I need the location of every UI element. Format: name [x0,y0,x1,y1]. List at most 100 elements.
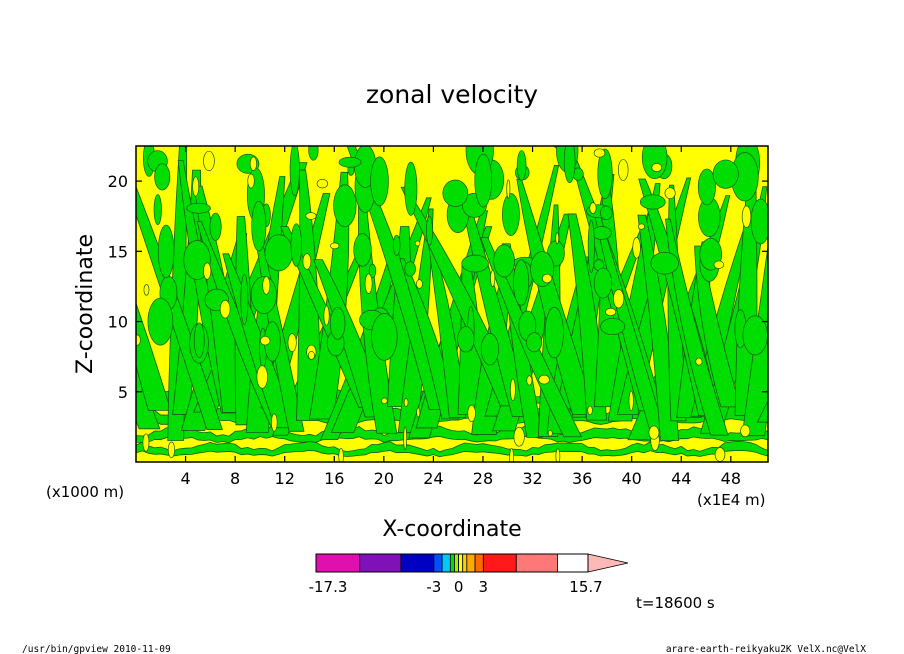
colorbar-bin [515,553,558,573]
contour-island [555,448,561,462]
x-tick-label: 40 [622,469,642,488]
x-tick-label: 8 [230,469,240,488]
contour-island [271,413,278,432]
y-axis-label: Z-coordinate [73,234,98,374]
colorbar-bin [359,553,402,573]
colorbar-tick-label: -3 [426,578,441,596]
contour-blob [240,273,249,325]
contour-island [262,276,271,295]
contour-plume [766,423,768,428]
x-tick-label: 4 [180,469,190,488]
contour-blob [308,146,319,161]
colorbar-bin [466,553,476,573]
contour-island [593,148,606,158]
contour-island [506,179,511,199]
contour-blob [392,234,401,256]
contour-blob [600,205,613,221]
chart-title: zonal velocity [366,80,538,109]
contour-island [637,223,645,230]
contour-island [192,176,200,197]
contour-blob [502,193,520,236]
contour-island [741,205,752,228]
contour-island [713,260,725,269]
contour-island [403,426,408,451]
x-axis-unit: (x1E4 m) [697,491,766,509]
contour-blob [597,148,613,200]
contour-island [249,156,257,171]
contour-blob [404,161,418,216]
y-axis-unit: (x1000 m) [46,483,124,501]
contour-island [403,398,409,407]
contour-island [260,335,271,346]
contour-blob [157,224,175,279]
colorbar-bin [315,553,361,573]
colorbar-bin [458,553,464,573]
x-tick-label: 48 [721,469,741,488]
x-tick-label: 12 [275,469,295,488]
contour-blob [209,212,222,241]
contour-island [256,365,268,389]
time-label: t=18600 s [636,594,715,612]
contour-plume [756,399,768,423]
colorbar [315,553,629,573]
contour-fields [136,146,768,462]
contour-blob [442,179,469,207]
colorbar-bin [449,553,455,573]
contour-blob [457,326,475,353]
contour-blob [526,332,543,353]
colorbar-tick-labels: -17.3 -3 0 3 15.7 [309,578,603,596]
contour-blob [353,233,372,267]
y-tick-label: 5 [118,383,128,402]
contour-island [513,426,525,447]
contour-island [247,173,255,189]
contour-blob [591,226,612,240]
x-tick-label: 32 [522,469,542,488]
contour-island [740,424,751,438]
contour-blob [371,313,398,361]
colorbar-tick-label: 15.7 [569,578,602,596]
contour-plume [136,301,172,411]
y-tick-label: 20 [108,172,128,191]
contour-island [203,150,215,172]
contour-island [613,289,625,309]
contour-blob [251,200,267,252]
x-tick-label: 16 [324,469,344,488]
colorbar-bin [400,553,435,573]
contour-blob [516,150,527,181]
contour-island [329,242,340,250]
contour-island [490,270,496,287]
contour-island [414,240,421,247]
contour-island [538,374,550,385]
contour-blob [544,306,564,359]
contour-blob [697,168,716,206]
contour-island [651,163,663,172]
contour-island [526,375,533,386]
contour-island [509,447,515,462]
contour-island [467,404,476,422]
contour-island [338,447,344,462]
contour-blob [639,194,666,210]
contour-blob [641,146,668,180]
contour-blob [147,297,174,346]
contour-blob [712,159,739,189]
contour-blob [593,267,613,299]
contour-island [143,284,150,296]
contour-plume [665,218,729,436]
contour-blob [474,153,493,208]
colorbar-bin [462,553,468,573]
colorbar-bin [454,553,459,573]
contour-island [617,159,629,181]
x-tick-label: 44 [671,469,691,488]
y-tick-label: 15 [108,242,128,261]
x-axis-ticks: 4 8 12 16 20 24 28 32 36 40 44 48 [180,146,741,488]
colorbar-overflow-arrow [587,553,629,573]
contour-blob [264,234,293,272]
contour-blob [289,146,300,197]
contour-island [142,433,150,452]
contour-island [714,447,726,462]
contour-blob [461,254,489,273]
colorbar-tick-label: 3 [479,578,489,596]
contour-blob [404,261,416,277]
contour-blob [153,194,162,226]
